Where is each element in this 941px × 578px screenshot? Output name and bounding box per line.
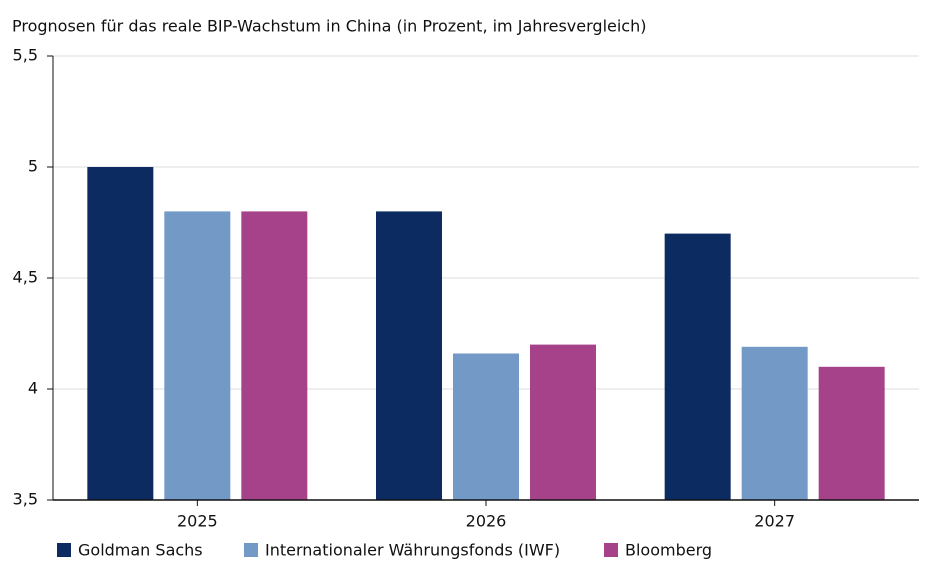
x-tick-label: 2025 [177,512,218,531]
legend-label: Bloomberg [625,541,712,560]
legend-swatch [57,543,71,557]
y-tick-label: 5,5 [13,46,38,65]
x-tick-label: 2026 [466,512,507,531]
bar [164,211,231,500]
y-tick-label: 4,5 [13,268,38,287]
y-tick-label: 5 [28,157,38,176]
y-tick-label: 4 [28,379,38,398]
bar [530,344,596,500]
bar [664,233,731,500]
bar [453,353,519,500]
x-tick-label: 2027 [754,512,795,531]
legend-label: Internationaler Währungsfonds (IWF) [265,541,560,560]
bar [741,346,808,500]
bar [87,167,154,500]
y-tick-label: 3,5 [13,490,38,509]
bar [241,211,308,500]
bar [376,211,442,500]
legend-swatch [244,543,258,557]
bar [818,366,885,500]
chart-title: Prognosen für das reale BIP-Wachstum in … [12,17,646,36]
legend-swatch [604,543,618,557]
legend-label: Goldman Sachs [78,541,203,560]
